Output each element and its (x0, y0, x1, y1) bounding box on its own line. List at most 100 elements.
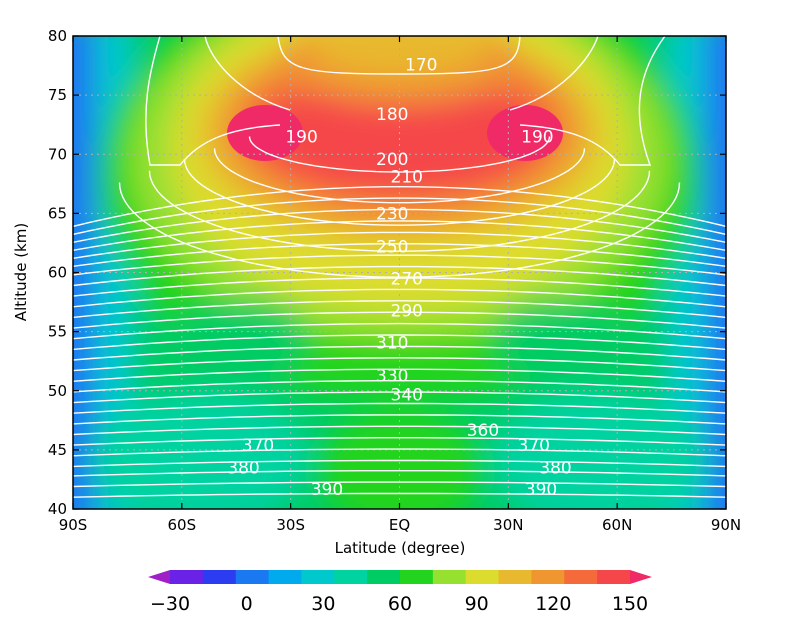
contour-label: 380 (227, 459, 259, 479)
contour-label: 360 (467, 421, 499, 441)
contour-line (73, 357, 726, 372)
colorbar-label: 90 (465, 593, 489, 615)
contour-label: 170 (405, 55, 437, 75)
contour-line-top-right (509, 36, 599, 111)
colorbar-swatch (564, 570, 598, 584)
contour-line (73, 288, 726, 308)
contour-line (73, 345, 726, 361)
x-tick-label: 60S (168, 516, 197, 534)
contour-label: 390 (525, 480, 557, 500)
colorbar-swatch (531, 570, 565, 584)
colorbar-label: 30 (311, 593, 335, 615)
x-tick-label: EQ (389, 516, 410, 534)
contour-line-upper (183, 158, 616, 226)
x-axis-title: Latitude (degree) (335, 539, 466, 557)
contour-line (73, 334, 726, 351)
contour-line (73, 300, 726, 319)
colorbar-swatch (498, 570, 532, 584)
contour-label: 370 (242, 436, 274, 456)
contour-lines (73, 36, 726, 498)
contour-line (73, 322, 726, 340)
colorbar-swatch (268, 570, 302, 584)
contour-label: 390 (311, 480, 343, 500)
colorbar-swatch (400, 570, 434, 584)
contour-line-side-right (519, 36, 666, 166)
band-lower-right-green (490, 300, 630, 380)
contour-label: 340 (391, 385, 423, 405)
colorbar-extend-min (148, 570, 170, 584)
x-tick-label: 60N (602, 516, 632, 534)
contour-line (73, 368, 726, 382)
y-tick-label: 75 (48, 86, 67, 104)
colorbar-label: 60 (388, 593, 412, 615)
contour-line (73, 277, 726, 297)
colorbar-label: 150 (612, 593, 648, 615)
contour-line (73, 380, 726, 393)
x-tick-label: 90S (59, 516, 88, 534)
colorbar-swatch (367, 570, 401, 584)
contour-label: 230 (376, 204, 408, 224)
contour-label: 190 (521, 128, 553, 148)
contour-line-side-left (145, 36, 281, 166)
colorbar-swatch (235, 570, 270, 584)
y-axis: 40 45 50 55 60 65 70 75 80 (48, 27, 726, 518)
band-bottom-green (320, 410, 480, 509)
colorbar-swatch (597, 570, 631, 584)
contour-line (73, 197, 726, 236)
contour-line (73, 311, 726, 329)
contour-line-upper (213, 148, 586, 204)
colorbar-swatch (432, 570, 467, 584)
colorbar-swatch (170, 570, 204, 584)
y-tick-label: 70 (48, 145, 67, 163)
colorbar-label: 120 (535, 593, 571, 615)
contour-line (73, 391, 726, 404)
contour-label: 190 (285, 128, 317, 148)
contour-label: 310 (376, 333, 408, 353)
x-tick-label: 30N (493, 516, 523, 534)
contour-line (73, 414, 726, 425)
contour-line (73, 402, 726, 414)
x-axis: 90S 60S 30S EQ 30N 60N 90N (59, 36, 741, 534)
contour-line (73, 243, 726, 267)
contour-line (73, 481, 726, 488)
contour-line-upper (248, 136, 551, 173)
contour-label: 270 (391, 269, 423, 289)
contour-line (73, 220, 726, 251)
contour-label: 200 (376, 150, 408, 170)
contour-line (73, 470, 726, 477)
contour-label: 330 (376, 366, 408, 386)
contour-line (73, 185, 726, 228)
peak-left (227, 105, 303, 161)
contour-label: 370 (518, 436, 550, 456)
grid (73, 36, 726, 509)
colorbar-swatch (301, 570, 335, 584)
colorbar-label: 0 (241, 593, 253, 615)
contour-line (73, 208, 726, 243)
contour-label: 250 (376, 237, 408, 257)
y-tick-label: 40 (48, 500, 67, 518)
contour-line-top (277, 36, 521, 75)
contour-line (73, 254, 726, 276)
band-red (260, 80, 540, 190)
contour-line (73, 425, 726, 436)
colorbar-label: −30 (150, 593, 190, 615)
contour-label: 210 (391, 168, 423, 188)
colorbar: −30 0 30 60 90 120 150 (148, 570, 652, 615)
contour-label: 290 (391, 301, 423, 321)
y-tick-label: 45 (48, 441, 67, 459)
peak-right (487, 105, 563, 161)
shaded-field (73, 36, 726, 509)
x-tick-label: 90N (711, 516, 741, 534)
contour-line (73, 265, 726, 287)
y-tick-label: 60 (48, 264, 67, 282)
x-tick-label: 30S (276, 516, 305, 534)
colorbar-swatch (334, 570, 368, 584)
contour-line (73, 231, 726, 259)
contour-label: 180 (376, 105, 408, 125)
colorbar-swatch (202, 570, 237, 584)
contour-line-upper (118, 182, 681, 278)
y-tick-label: 55 (48, 323, 67, 341)
contour-label: 380 (539, 459, 571, 479)
